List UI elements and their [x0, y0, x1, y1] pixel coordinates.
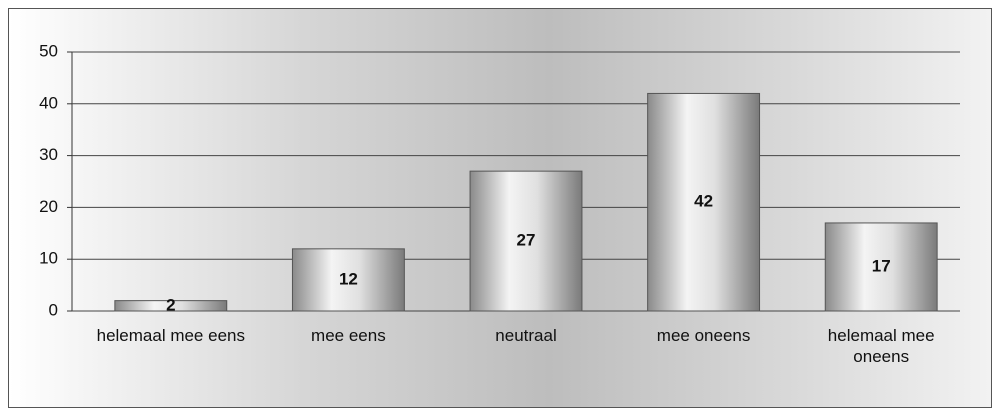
bar [824, 222, 938, 312]
y-tick-label: 20 [39, 197, 58, 216]
y-tick-label: 40 [39, 93, 58, 112]
bar [291, 248, 405, 312]
x-tick-label: mee oneens [656, 326, 751, 345]
x-tick-label: helemaal mee eens [96, 326, 245, 345]
y-tick-label: 10 [39, 249, 58, 268]
value-label: 27 [517, 231, 536, 250]
x-tick-label: mee eens [311, 326, 386, 345]
bar [469, 170, 583, 312]
chart: 0 10 20 30 40 50 2 12 27 42 17 helemaal mee eens me… [8, 8, 992, 408]
bar [114, 300, 228, 312]
plot: 0 10 20 30 40 50 2 12 27 42 17 [39, 41, 960, 319]
value-label: 42 [694, 192, 713, 211]
value-label: 2 [166, 295, 175, 314]
x-tick-label: neutraal [495, 326, 557, 345]
x-tick-label: helemaal mee oneens [827, 326, 935, 366]
bar [647, 92, 761, 312]
y-tick-label: 30 [39, 145, 58, 164]
value-label: 12 [339, 269, 358, 288]
y-tick-label: 50 [39, 41, 58, 60]
value-label: 17 [872, 256, 891, 275]
y-tick-label: 0 [49, 300, 58, 319]
